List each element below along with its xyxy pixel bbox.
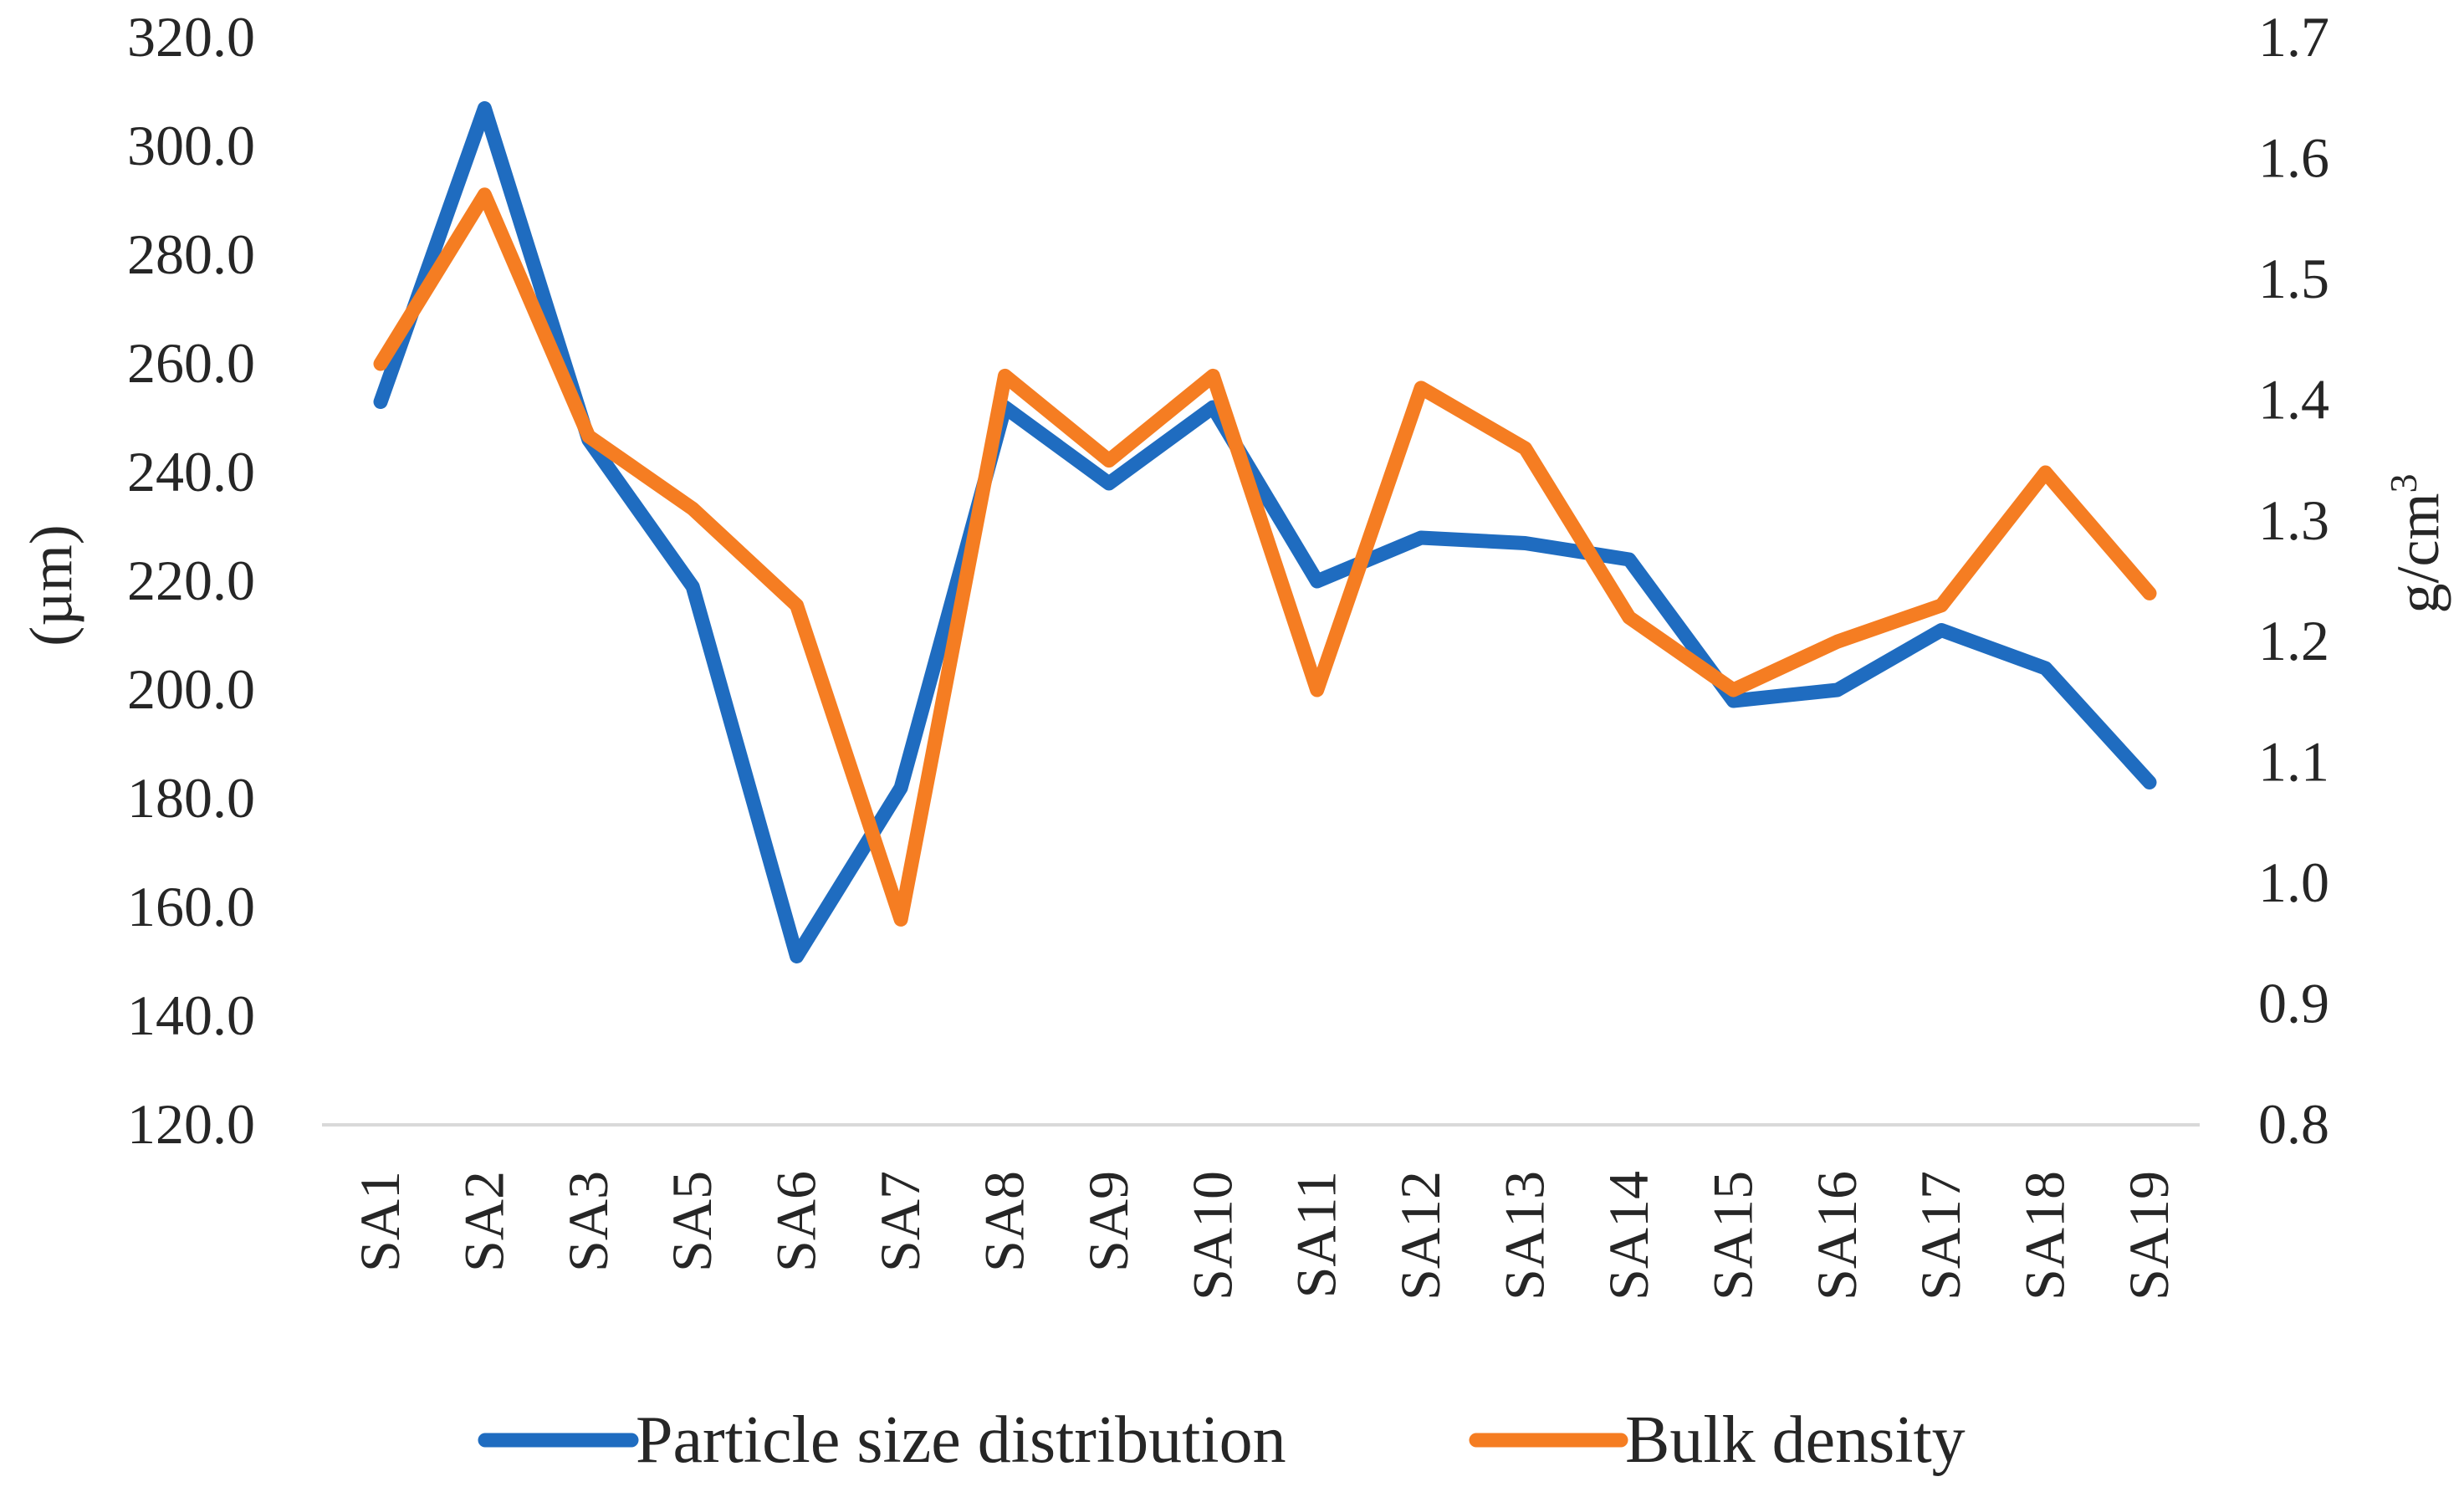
y-tick-label: 140.0 (127, 984, 255, 1047)
x-tick-label: SA10 (1180, 1171, 1244, 1300)
legend: Particle size distribution Bulk density (478, 1403, 1966, 1477)
y2-tick-label: 1.0 (2258, 851, 2329, 914)
x-tick-label: SA12 (1388, 1171, 1452, 1300)
x-tick-label: SA5 (660, 1171, 723, 1272)
x-tick-label: SA19 (2117, 1171, 2180, 1300)
y-tick-label: 260.0 (127, 331, 255, 395)
x-axis-ticks: SA1 SA2 SA3 SA5 SA6 SA7 SA8 SA9 SA10 SA11 SA12 SA13… (348, 1171, 2180, 1300)
x-tick-label: SA16 (1805, 1171, 1868, 1300)
x-tick-label: SA3 (556, 1171, 620, 1272)
y2-tick-label: 1.5 (2258, 247, 2329, 310)
y2-tick-label: 1.2 (2258, 609, 2329, 672)
y-tick-label: 240.0 (127, 440, 255, 503)
y2-tick-label: 1.6 (2258, 125, 2329, 189)
y2-tick-label: 0.9 (2258, 972, 2329, 1035)
y-tick-label: 280.0 (127, 222, 255, 286)
x-tick-label: SA1 (348, 1171, 412, 1272)
series-line-bulk-density (373, 187, 2157, 927)
left-axis-ticks: 320.0 300.0 280.0 260.0 240.0 220.0 200.0 180.0… (127, 5, 255, 1156)
y-tick-label: 180.0 (127, 766, 255, 830)
x-tick-label: SA8 (972, 1171, 1035, 1272)
y-axis-title: (µm) (18, 524, 84, 646)
y2-tick-label: 1.4 (2258, 367, 2329, 431)
y2-tick-label: 1.1 (2258, 730, 2329, 794)
x-tick-label: SA2 (452, 1171, 515, 1272)
x-tick-label: SA6 (764, 1171, 828, 1272)
y-tick-label: 200.0 (127, 657, 255, 721)
y-tick-label: 220.0 (127, 549, 255, 612)
x-tick-label: SA15 (1700, 1171, 1764, 1300)
y2-tick-label: 1.7 (2258, 5, 2329, 69)
legend-label-particle-size: Particle size distribution (636, 1403, 1286, 1477)
x-tick-label: SA13 (1493, 1171, 1557, 1300)
x-tick-label: SA14 (1597, 1171, 1660, 1300)
y-tick-label: 300.0 (127, 114, 255, 177)
y-tick-label: 160.0 (127, 875, 255, 938)
series-line-particle-size (373, 101, 2157, 963)
y2-axis-title: g/cm3 (2382, 474, 2451, 614)
x-tick-label: SA11 (1285, 1171, 1348, 1298)
series-layer (373, 101, 2157, 963)
y-tick-label: 320.0 (127, 5, 255, 69)
x-tick-label: SA17 (1909, 1171, 1972, 1300)
x-tick-label: SA9 (1076, 1171, 1140, 1272)
x-tick-label: SA18 (2013, 1171, 2077, 1300)
y2-tick-label: 0.8 (2258, 1092, 2329, 1156)
y2-tick-label: 1.3 (2258, 488, 2329, 552)
y-tick-label: 120.0 (127, 1092, 255, 1156)
right-axis-ticks: 1.7 1.6 1.5 1.4 1.3 1.2 1.1 1.0 0.9 0.8 (2258, 5, 2329, 1156)
legend-label-bulk-density: Bulk density (1625, 1403, 1966, 1477)
x-tick-label: SA7 (868, 1171, 932, 1272)
